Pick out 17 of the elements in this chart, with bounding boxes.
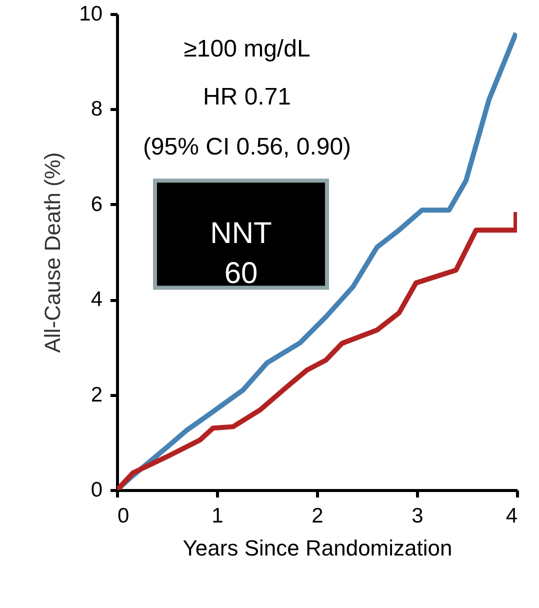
annotation: HR 0.71 — [202, 83, 292, 110]
annotation: (95% CI 0.56, 0.90) — [142, 133, 352, 160]
annotation: NNT 60 — [210, 217, 272, 290]
x-tick-label: 1 — [212, 504, 224, 528]
x-tick-label: 4 — [506, 504, 518, 528]
y-tick-label: 8 — [90, 98, 102, 121]
x-tick-label: 2 — [312, 504, 324, 528]
annotation: ≥100 mg/dL — [184, 36, 310, 63]
y-tick-label: 0 — [90, 478, 102, 502]
x-axis-title: Years Since Randomization — [182, 536, 452, 560]
y-tick-label: 10 — [79, 2, 102, 26]
x-tick-label: 0 — [118, 504, 130, 528]
y-axis-title: All-Cause Death (%) — [40, 152, 66, 353]
x-tick-label: 3 — [412, 504, 424, 528]
y-tick-label: 4 — [90, 288, 103, 312]
y-tick-label: 2 — [90, 383, 102, 406]
y-tick-label: 6 — [90, 192, 102, 216]
